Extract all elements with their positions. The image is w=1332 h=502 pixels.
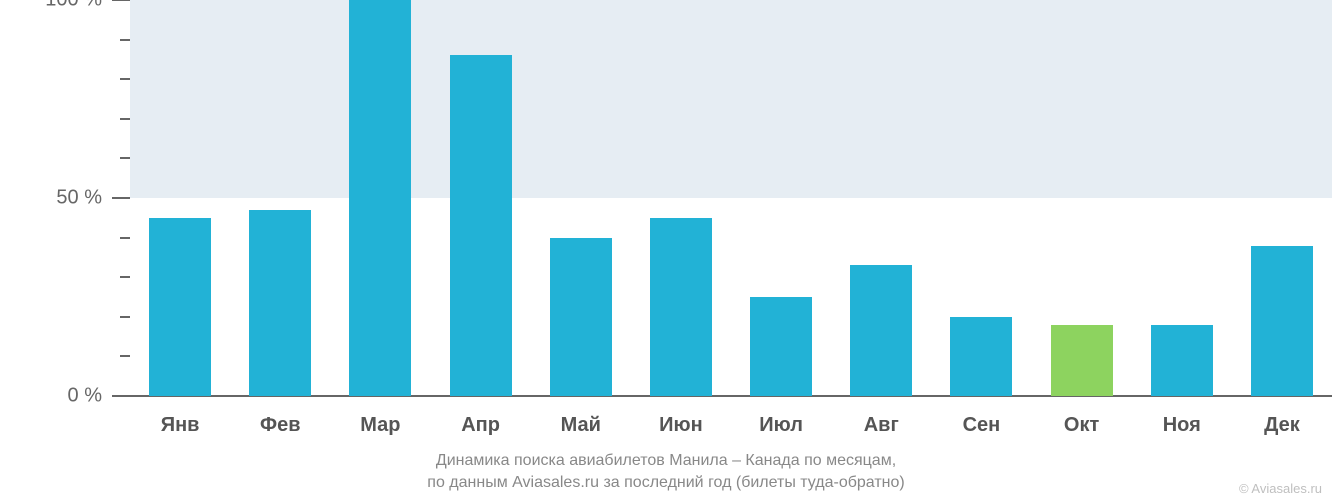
watermark: © Aviasales.ru [1239,481,1322,496]
x-axis-label: Фев [260,414,301,437]
plot-area [130,0,1332,396]
y-tick-major [112,395,130,397]
bar [1151,325,1213,396]
bar [550,238,612,396]
caption-line-2: по данным Aviasales.ru за последний год … [0,472,1332,494]
x-axis-label: Мар [360,414,400,437]
y-tick-minor [120,237,130,239]
x-axis-label: Апр [461,414,500,437]
x-axis-label: Авг [864,414,899,437]
x-axis-label: Дек [1264,414,1300,437]
x-axis-label: Окт [1064,414,1099,437]
y-tick-minor [120,276,130,278]
plot-bg-top [130,0,1332,198]
y-tick-minor [120,157,130,159]
y-tick-major [112,0,130,1]
x-axis-label: Июн [659,414,703,437]
y-tick-minor [120,118,130,120]
y-tick-major [112,197,130,199]
bar [249,210,311,396]
x-axis-label: Ноя [1163,414,1201,437]
y-axis-label: 0 % [0,385,102,408]
chart-container: Динамика поиска авиабилетов Манила – Кан… [0,0,1332,502]
chart-caption: Динамика поиска авиабилетов Манила – Кан… [0,450,1332,494]
bar [349,0,411,396]
bar [950,317,1012,396]
y-tick-minor [120,39,130,41]
x-axis-label: Июл [759,414,803,437]
bar [1251,246,1313,396]
y-tick-minor [120,78,130,80]
x-axis-label: Май [561,414,601,437]
bar [450,55,512,396]
bar [1051,325,1113,396]
y-axis-label: 100 % [0,0,102,12]
x-axis-label: Янв [161,414,200,437]
bar [149,218,211,396]
bar [750,297,812,396]
caption-line-1: Динамика поиска авиабилетов Манила – Кан… [0,450,1332,472]
x-axis-label: Сен [963,414,1001,437]
y-tick-minor [120,316,130,318]
y-tick-minor [120,355,130,357]
y-axis-label: 50 % [0,187,102,210]
bar [650,218,712,396]
bar [850,265,912,396]
